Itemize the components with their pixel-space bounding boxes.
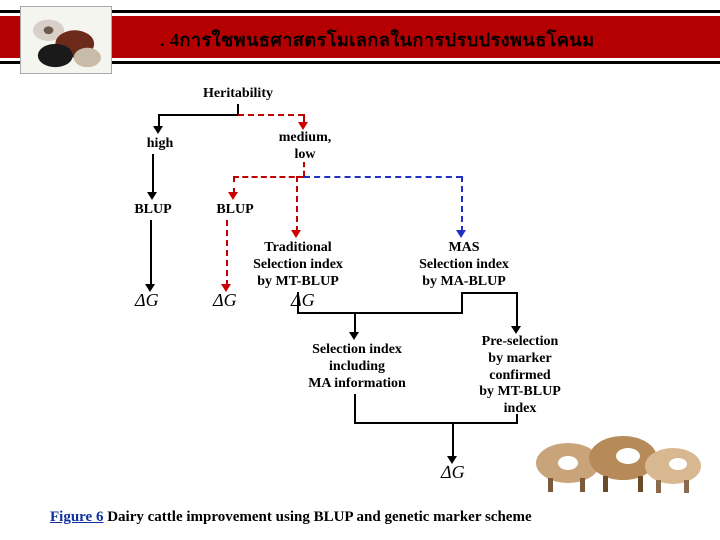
node-traditional: Traditional Selection index by MT-BLUP [228,236,368,294]
arrowhead-icon [145,284,155,292]
arrowhead-icon [298,122,308,130]
node-sel-ma: Selection index including MA information [282,338,432,396]
node-medium-low: medium, low [260,126,350,168]
edge [296,176,298,232]
edge [304,176,462,178]
delta-g-2: ΔG [210,290,240,311]
figure-caption: Figure 6 Dairy cattle improvement using … [50,509,532,526]
arrowhead-icon [153,126,163,134]
cattle-thumbnail-icon [20,6,112,74]
arrowhead-icon [511,326,521,334]
edge [233,176,304,178]
edge [354,422,518,424]
node-mas: MAS Selection index by MA-BLUP [394,236,534,294]
edge [461,292,463,312]
edge [461,292,518,294]
edge [150,220,152,286]
arrowhead-icon [291,230,301,238]
edge [238,114,304,116]
edge [516,414,518,422]
delta-g-3: ΔG [288,290,318,311]
edge [354,312,356,334]
edge [237,104,239,114]
edge [354,394,356,422]
edge [461,176,463,232]
edge [297,292,299,312]
edge [152,154,154,194]
figure-number: Figure 6 [50,509,103,525]
edge [452,422,454,458]
arrowhead-icon [228,192,238,200]
delta-g-1: ΔG [132,290,162,311]
arrowhead-icon [447,456,457,464]
arrowhead-icon [349,332,359,340]
arrowhead-icon [221,284,231,292]
edge [297,312,463,314]
node-blup2: BLUP [200,198,270,223]
edge [226,220,228,286]
edge [303,162,305,176]
cattle-group-icon [528,408,708,498]
edge [158,114,238,116]
arrowhead-icon [456,230,466,238]
node-blup1: BLUP [118,198,188,223]
node-high: high [130,132,190,157]
edge [516,292,518,328]
arrowhead-icon [147,192,157,200]
page-title: . 4การใชพนธศาสตรโมเลกลในการปรบปรงพนธโคนม [160,25,595,54]
delta-g-4: ΔG [438,462,468,483]
figure-text: Dairy cattle improvement using BLUP and … [103,509,531,525]
